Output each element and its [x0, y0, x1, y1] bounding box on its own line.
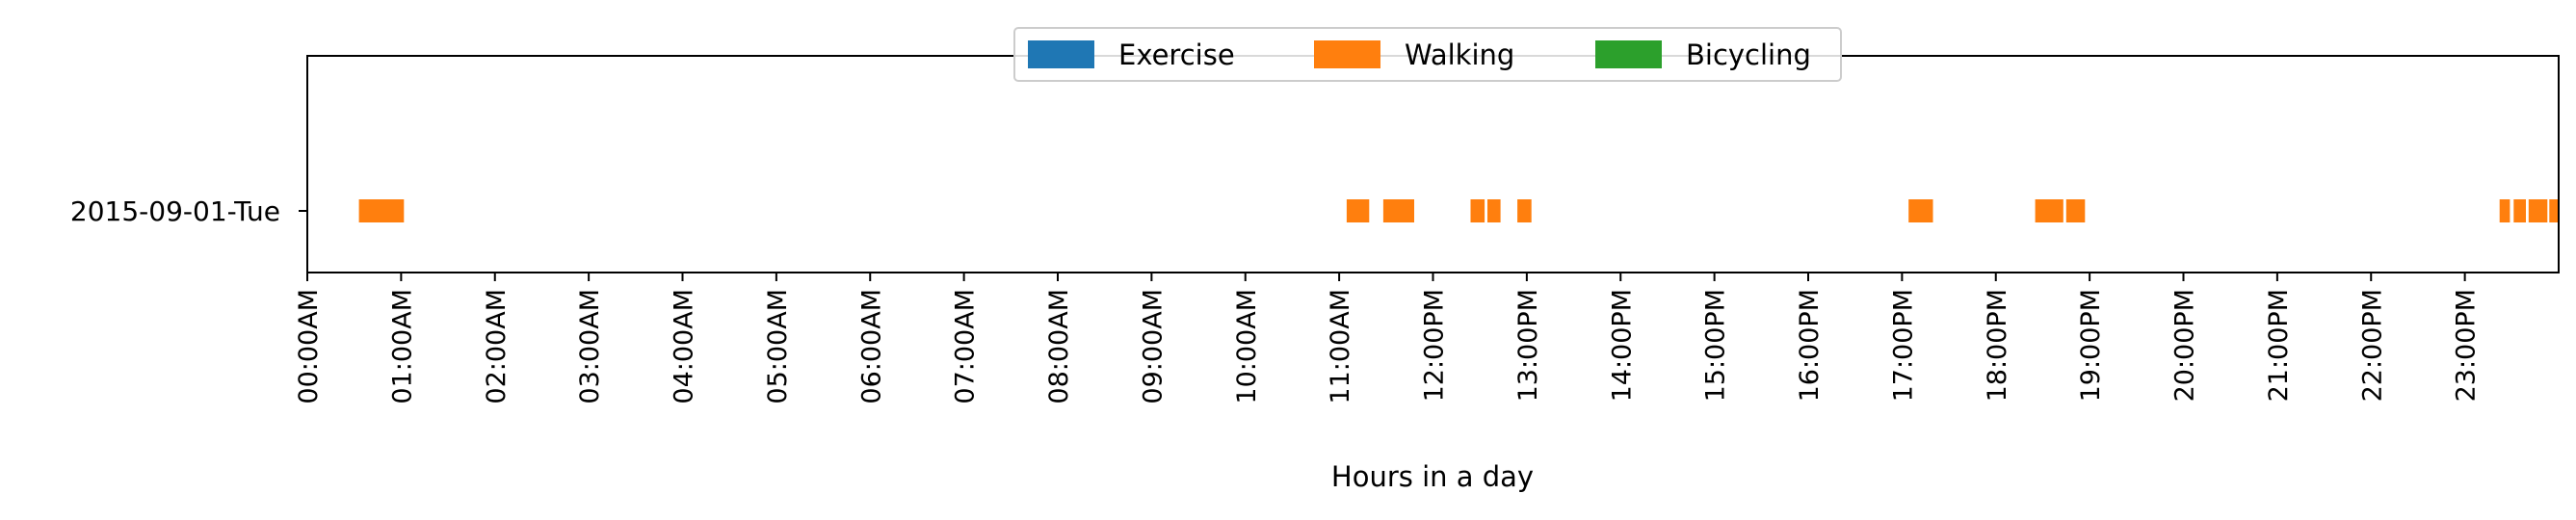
legend-label-bicycling: Bicycling [1686, 39, 1811, 71]
activity-bar-walking-10 [2499, 199, 2510, 222]
activity-bar-walking-11 [2513, 199, 2526, 222]
x-tick-label: 01:00AM [387, 289, 417, 404]
legend-swatch-walking [1314, 40, 1380, 68]
legend-label-exercise: Exercise [1118, 39, 1235, 71]
x-tick-label: 17:00PM [1888, 289, 1918, 402]
x-tick-label: 03:00AM [575, 289, 605, 404]
legend-label-walking: Walking [1405, 39, 1514, 71]
x-tick-label: 11:00AM [1326, 289, 1355, 404]
x-tick-label: 07:00AM [951, 289, 981, 404]
x-tick-label: 16:00PM [1795, 289, 1825, 402]
x-axis: 00:00AM 01:00AM 02:00AM 03:00AM 04:00AM 05:00… [294, 273, 2482, 404]
x-tick-label: 18:00PM [1983, 289, 2012, 402]
x-tick-label: 00:00AM [294, 289, 324, 404]
activity-bar-walking-13 [2549, 199, 2559, 222]
x-tick-label: 12:00PM [1420, 289, 1450, 402]
legend-swatch-exercise [1028, 40, 1094, 68]
y-tick-label: 2015-09-01-Tue [70, 195, 280, 227]
activity-bar-walking-7 [1908, 199, 1933, 222]
legend: Exercise Walking Bicycling [1013, 27, 1842, 82]
legend-swatch-bicycling [1595, 40, 1662, 68]
x-tick-label: 06:00AM [856, 289, 886, 404]
x-tick-label: 19:00PM [2076, 289, 2106, 402]
x-tick-label: 08:00AM [1044, 289, 1074, 404]
x-tick-label: 05:00AM [763, 289, 793, 404]
x-tick-label: 21:00PM [2264, 289, 2294, 402]
x-tick-label: 04:00AM [670, 289, 699, 404]
x-tick-label: 14:00PM [1607, 289, 1637, 402]
activity-bar-walking-6 [1517, 199, 1532, 222]
activity-bar-walking-8 [2035, 199, 2063, 222]
x-tick-label: 09:00AM [1138, 289, 1168, 404]
activity-bar-walking-1 [358, 199, 405, 222]
activity-bar-walking-3 [1382, 199, 1414, 222]
plot-frame [306, 55, 2560, 273]
y-axis: 2015-09-01-Tue [70, 195, 307, 227]
bars-layer [358, 199, 2559, 222]
x-tick-label: 02:00AM [482, 289, 512, 404]
activity-bar-walking-2 [1346, 199, 1370, 222]
activity-bar-walking-9 [2065, 199, 2086, 222]
x-tick-label: 10:00AM [1232, 289, 1262, 404]
activity-bar-walking-5 [1487, 199, 1501, 222]
activity-bar-walking-12 [2528, 199, 2548, 222]
x-tick-label: 23:00PM [2452, 289, 2482, 402]
x-tick-label: 20:00PM [2170, 289, 2200, 402]
x-axis-label: Hours in a day [1331, 460, 1534, 493]
activity-bar-walking-4 [1470, 199, 1485, 222]
x-tick-label: 15:00PM [1701, 289, 1731, 402]
x-tick-label: 22:00PM [2357, 289, 2387, 402]
x-tick-label: 13:00PM [1513, 289, 1543, 402]
